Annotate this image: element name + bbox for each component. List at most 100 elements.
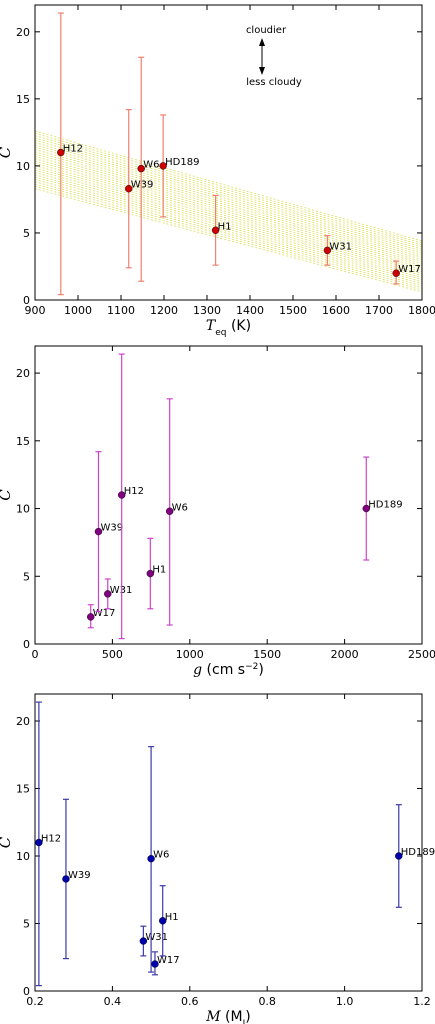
- model-line: [34, 183, 423, 289]
- model-line: [34, 179, 423, 285]
- point-label: W6: [153, 850, 169, 861]
- x-tick-label: 1100: [107, 304, 135, 317]
- x-tick-label: 0.2: [26, 995, 44, 1008]
- point-label: W39: [68, 870, 91, 881]
- data-point: [139, 937, 148, 945]
- plot-frame: [34, 4, 423, 301]
- data-point: [94, 527, 103, 536]
- model-line: [34, 137, 423, 248]
- model-line: [34, 132, 423, 244]
- model-line: [34, 160, 423, 268]
- data-point: [211, 226, 220, 234]
- data-point: [117, 491, 126, 499]
- x-tick-label: 1.2: [413, 995, 431, 1008]
- x-tick-label: 1600: [322, 304, 350, 317]
- y-tick-label: 15: [16, 435, 30, 448]
- x-tick-label: 0: [32, 648, 39, 661]
- y-tick-label: 20: [16, 367, 30, 380]
- x-tick-label: 0.6: [181, 995, 199, 1008]
- y-axis-label: C: [0, 146, 14, 158]
- x-axis-label: M (MJ): [205, 1009, 250, 1024]
- point-label: H12: [124, 486, 144, 497]
- x-tick-label: 1.0: [336, 995, 354, 1008]
- x-label-symbol: M: [205, 1009, 221, 1024]
- x-label-subscript: J: [242, 1019, 246, 1024]
- point-label: H12: [63, 144, 83, 155]
- model-line: [34, 188, 423, 293]
- model-line: [34, 167, 423, 274]
- model-line: [34, 135, 423, 246]
- data-point: [323, 246, 332, 255]
- y-tick-label: 0: [23, 294, 30, 307]
- point-label: HD189: [165, 157, 199, 168]
- point-label: W6: [172, 502, 188, 513]
- data-point: [362, 504, 370, 513]
- annotation-arrow-up-head: [259, 38, 265, 46]
- x-label-unit: (K): [227, 318, 252, 334]
- point-label: W17: [157, 955, 180, 966]
- y-axis-label: C: [0, 836, 14, 848]
- panel-teq: 900 1000 1100 1200 1300 1400 1500 1600 1700 1800 0…: [0, 4, 435, 338]
- data-point: [147, 855, 155, 863]
- point-label: W31: [110, 585, 133, 596]
- point-label: W17: [398, 264, 421, 275]
- model-line: [34, 153, 423, 262]
- model-line: [34, 174, 423, 281]
- point-label: W39: [131, 180, 154, 191]
- data-point: [392, 269, 400, 277]
- model-line: [34, 156, 423, 264]
- data-point: [159, 917, 167, 925]
- data-point: [35, 838, 43, 847]
- y-tick-label: 15: [16, 783, 30, 796]
- model-line: [34, 149, 423, 258]
- y-tick-label: 0: [23, 638, 30, 651]
- data-point: [151, 960, 159, 968]
- data-point: [125, 185, 133, 193]
- annotation-less-cloudy: less cloudy: [246, 77, 302, 88]
- model-line: [34, 158, 423, 266]
- data-point: [395, 852, 403, 860]
- x-tick-label: 1700: [365, 304, 393, 317]
- point-label: H12: [41, 834, 61, 845]
- model-line: [34, 144, 423, 254]
- data-point: [62, 875, 70, 883]
- x-label-symbol: g: [193, 662, 202, 678]
- annotation-arrow-down-head: [259, 67, 265, 75]
- point-label: W31: [329, 241, 352, 252]
- data-point: [87, 613, 95, 621]
- x-tick-label: 1200: [150, 304, 178, 317]
- x-tick-label: 2500: [408, 648, 435, 661]
- data-point: [146, 569, 155, 578]
- x-tick-label: 900: [25, 304, 46, 317]
- panel-mass: 0.2 0.4 0.6 0.8 1.0 1.2 0 5 10 15 20 C M (MJ) H12 W39 W…: [0, 693, 435, 1024]
- model-line: [34, 172, 423, 279]
- y-tick-label: 10: [16, 850, 30, 863]
- x-tick-label: 1000: [64, 304, 92, 317]
- x-axis-label: g (cm s−2): [193, 662, 264, 678]
- model-line: [34, 130, 423, 242]
- model-line: [34, 146, 423, 256]
- x-tick-label: 1300: [193, 304, 221, 317]
- x-label-symbol: T: [206, 318, 217, 334]
- data-point: [57, 148, 65, 157]
- model-line: [34, 186, 423, 291]
- y-tick-label: 20: [16, 26, 30, 39]
- data-point: [159, 162, 167, 170]
- plot-frame: [34, 345, 423, 645]
- y-tick-label: 5: [23, 570, 30, 583]
- x-tick-label: 1400: [236, 304, 264, 317]
- model-band: [34, 130, 423, 293]
- data-point: [104, 590, 112, 598]
- annotation-cloudier: cloudier: [246, 25, 287, 36]
- x-label-subscript: eq: [215, 328, 226, 338]
- x-label-close: ): [245, 1009, 250, 1024]
- model-line: [34, 176, 423, 283]
- x-tick-label: 1500: [253, 648, 281, 661]
- y-tick-label: 15: [16, 93, 30, 106]
- model-line: [34, 142, 423, 252]
- y-tick-label: 5: [23, 918, 30, 931]
- x-tick-label: 1800: [408, 304, 435, 317]
- point-label: W39: [100, 523, 123, 534]
- model-line: [34, 162, 423, 270]
- model-line: [34, 165, 423, 272]
